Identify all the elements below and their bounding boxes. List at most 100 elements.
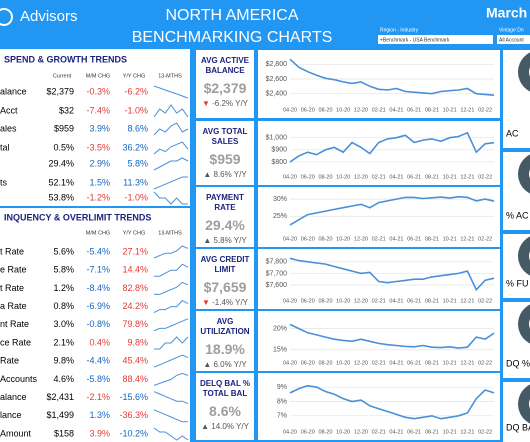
x-tick-label: 08-21 — [425, 360, 439, 366]
x-tick-label: 12-20 — [354, 298, 368, 304]
x-tick-label: 08-20 — [318, 236, 332, 242]
kpi-change-text: 14.0% Y/Y — [211, 422, 249, 431]
x-tick-label: 02-21 — [372, 429, 386, 435]
mm-change: -7.1% — [86, 265, 110, 275]
kpi-value: $2,379 — [203, 80, 247, 96]
line-series — [289, 58, 495, 96]
mm-change: -1.2% — [86, 192, 110, 202]
table-title: INQUENCY & OVERLIMIT TRENDS — [4, 212, 151, 222]
filter-value: +Benchmark - USA Benchmark — [380, 37, 450, 43]
x-tick-label: 10-20 — [336, 298, 350, 304]
mm-change: 1.5% — [89, 177, 110, 187]
current-value: 5.8% — [53, 265, 74, 275]
row-label: alance — [0, 392, 27, 402]
current-value: $2,379 — [46, 86, 74, 96]
x-tick-label: 10-20 — [336, 107, 350, 113]
kpi-change: ▼ -6.2% Y/Y — [196, 99, 254, 108]
column-header: 13-MTHS — [158, 73, 182, 79]
yy-change: -15.6% — [119, 392, 148, 402]
date: March — [486, 5, 527, 21]
row-label: tal — [0, 142, 10, 152]
yy-change: -1.0% — [124, 105, 148, 115]
x-tick-label: 02-22 — [478, 107, 492, 113]
kpi-card: DELQ BAL % TOTAL BAL 8.6% ▲ 14.0% Y/Y — [196, 373, 254, 440]
sparkline — [154, 281, 189, 295]
x-tick-label: 06-20 — [301, 236, 315, 242]
line-series — [289, 323, 495, 349]
x-tick-label: 10-20 — [336, 360, 350, 366]
sparkline — [153, 122, 189, 136]
kpi-arrow: ▲ — [201, 422, 210, 431]
x-tick-label: 04-20 — [283, 236, 297, 242]
kpi-change: ▲ 8.6% Y/Y — [196, 170, 254, 179]
y-tick-label: $900 — [271, 147, 287, 154]
x-tick-label: 02-22 — [478, 174, 492, 180]
row-label: alance — [0, 86, 27, 96]
kpi-card: AVG UTILIZATION 18.9% ▲ 6.0% Y/Y — [196, 311, 254, 371]
kpi-value: $7,659 — [203, 279, 247, 295]
kpi-change: ▲ 14.0% Y/Y — [196, 422, 254, 431]
x-tick-label: 06-21 — [407, 298, 421, 304]
x-tick-label: 12-21 — [460, 298, 474, 304]
x-tick-label: 02-21 — [372, 107, 386, 113]
mm-change: 2.9% — [89, 158, 110, 168]
kpi-title: AVG TOTAL SALES — [202, 127, 248, 146]
mm-change: 1.3% — [89, 410, 110, 420]
x-tick-label: 06-20 — [301, 174, 315, 180]
row-label: a Rate — [0, 301, 27, 311]
kpi-arrow: ▲ — [203, 170, 212, 179]
current-value: $2,431 — [46, 392, 74, 402]
x-tick-label: 06-21 — [407, 107, 421, 113]
row-label: lance — [0, 410, 22, 420]
chart-panel — [258, 311, 500, 371]
filter-value: All Account — [499, 37, 524, 43]
row-label: Acct — [0, 105, 18, 115]
x-tick-label: 10-21 — [443, 429, 457, 435]
yy-change: 14.4% — [122, 265, 148, 275]
column-header: M/M CHG — [86, 230, 110, 236]
x-tick-label: 08-20 — [318, 174, 332, 180]
kpi-arrow: ▼ — [201, 298, 210, 307]
filter-dropdown[interactable] — [497, 35, 530, 44]
filter-label: Vintage Dri — [499, 27, 524, 33]
title: BENCHMARKING CHARTS — [132, 29, 333, 46]
x-tick-label: 12-20 — [354, 360, 368, 366]
kpi-value: $959 — [209, 151, 241, 167]
kpi-change: ▲ 5.8% Y/Y — [196, 236, 254, 245]
mm-change: -6.9% — [86, 301, 110, 311]
x-tick-label: 10-21 — [443, 174, 457, 180]
x-tick-label: 06-20 — [301, 298, 315, 304]
side-label: DQ % A — [506, 358, 530, 368]
kpi-arrow: ▲ — [203, 360, 212, 369]
filter-label: Region - Industry — [380, 27, 419, 33]
side-label: DQ BA — [506, 422, 530, 432]
yy-change: 11.3% — [123, 177, 148, 187]
row-label: Amount — [0, 428, 32, 438]
x-tick-label: 02-21 — [372, 236, 386, 242]
gauge — [518, 236, 530, 276]
kpi-title: PAYMENT RATE — [206, 193, 244, 212]
x-tick-label: 12-20 — [354, 236, 368, 242]
x-tick-label: 08-20 — [318, 360, 332, 366]
mm-change: 3.9% — [89, 428, 110, 438]
kpi-value: 8.6% — [209, 403, 241, 419]
y-tick-label: 15% — [273, 347, 287, 354]
x-tick-label: 04-21 — [389, 107, 403, 113]
mm-change: -0.8% — [86, 319, 110, 329]
sparkline — [153, 354, 189, 368]
kpi-title: AVG ACTIVE BALANCE — [200, 56, 249, 75]
gauge — [518, 304, 530, 344]
current-value: $1,499 — [46, 410, 74, 420]
x-tick-label: 10-20 — [336, 236, 350, 242]
row-label: Accounts — [0, 374, 38, 384]
yy-change: 79.8% — [122, 319, 148, 329]
line-series — [289, 195, 495, 226]
x-tick-label: 04-20 — [283, 107, 297, 113]
yy-change: 24.2% — [122, 301, 148, 311]
line-series — [289, 131, 495, 163]
current-value: 3.0% — [53, 319, 74, 329]
x-tick-label: 02-22 — [478, 360, 492, 366]
side-label: % FU — [506, 278, 529, 288]
filter-dropdown[interactable] — [378, 35, 493, 44]
mm-change: -2.1% — [86, 392, 110, 402]
